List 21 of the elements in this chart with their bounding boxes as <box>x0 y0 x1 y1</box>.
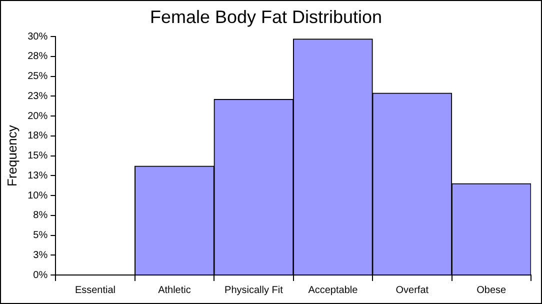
x-tick-label: Physically Fit <box>224 284 284 296</box>
chart-title: Female Body Fat Distribution <box>150 6 382 27</box>
y-tick-label: 3% <box>33 250 48 261</box>
x-tick-label: Obese <box>476 284 507 296</box>
y-tick-label: 8% <box>33 210 48 222</box>
y-tick-label: 28% <box>28 51 48 62</box>
x-tick-label: Athletic <box>158 284 191 296</box>
y-tick-label: 5% <box>33 230 48 242</box>
y-axis-title: Frequency <box>4 124 20 187</box>
y-tick-label: 15% <box>28 150 48 162</box>
y-tick-label: 25% <box>28 71 48 82</box>
y-tick-label: 30% <box>28 31 48 42</box>
y-tick-label: 10% <box>28 190 48 202</box>
y-tick-label: 13% <box>28 170 48 182</box>
x-tick-label: Overfat <box>396 284 429 296</box>
x-tick-label: Acceptable <box>308 284 358 296</box>
y-tick-label: 20% <box>28 110 48 122</box>
y-tick-label: 23% <box>28 90 48 102</box>
x-tick-label: Essential <box>74 284 116 296</box>
y-tick-label: 18% <box>28 130 48 142</box>
y-tick-label: 0% <box>33 270 48 281</box>
